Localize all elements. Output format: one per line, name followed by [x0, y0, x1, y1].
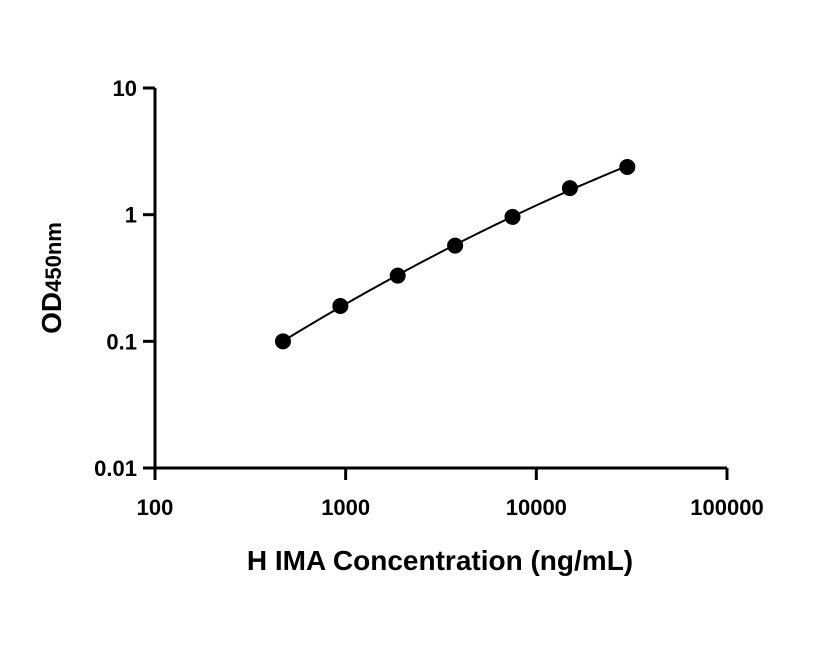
y-axis-title-main: OD — [36, 292, 67, 334]
x-tick-label: 1000 — [321, 495, 370, 520]
y-tick-label: 0.01 — [94, 456, 137, 481]
x-axis-title: H IMA Concentration (ng/mL) — [247, 545, 633, 576]
y-axis-title-sub: 450nm — [41, 222, 66, 292]
y-tick-label: 0.1 — [106, 329, 137, 354]
y-axis-title: OD450nm — [36, 222, 67, 334]
y-tick-label: 10 — [113, 76, 137, 101]
data-point — [332, 298, 349, 315]
data-point — [389, 267, 406, 284]
y-tick-label: 1 — [125, 203, 137, 228]
x-tick-label: 100000 — [690, 495, 763, 520]
x-tick-label: 10000 — [506, 495, 567, 520]
data-point — [619, 158, 636, 175]
data-point — [504, 208, 521, 225]
data-point — [561, 180, 578, 197]
data-point — [447, 237, 464, 254]
data-points-layer — [274, 158, 636, 350]
data-point — [274, 333, 291, 350]
x-tick-label: 100 — [137, 495, 174, 520]
